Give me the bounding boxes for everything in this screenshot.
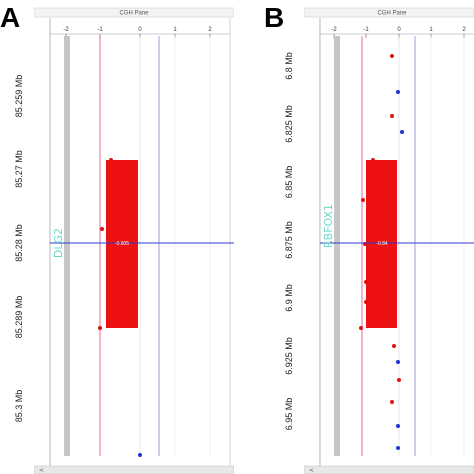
cgh-segment-block[interactable] [106,160,138,328]
probe-point[interactable] [100,227,104,231]
scroll-left-icon[interactable]: < [39,467,44,474]
probe-point[interactable] [98,326,102,330]
probe-point-blue[interactable] [396,90,400,94]
probe-point[interactable] [364,280,368,284]
probe-point[interactable] [364,300,368,304]
probe-point[interactable] [359,326,363,330]
cgh-panel-b[interactable]: CGH Pane -2 -1 0 1 2 [304,0,474,474]
x-tick-label: -1 [363,27,369,33]
horizontal-scrollbar[interactable] [304,465,474,474]
y-axis-label: 85.289 Mb [14,296,24,339]
chromosome-ideogram-bar [334,36,340,456]
probe-point-blue[interactable] [396,360,400,364]
y-axis-label: 6.85 Mb [284,166,294,199]
y-axis-label: 6.9 Mb [284,284,294,312]
y-axis-label: 6.875 Mb [284,221,294,259]
pane-title: CGH Pane [377,11,407,17]
probe-point-blue[interactable] [396,424,400,428]
horizontal-scrollbar[interactable] [34,465,234,474]
probe-point[interactable] [390,54,394,58]
y-axis-label: 6.8 Mb [284,52,294,80]
center-value-label: -0.84 [376,241,388,247]
x-tick-label: -1 [97,27,103,33]
probe-point[interactable] [390,114,394,118]
y-axis-label: 6.95 Mb [284,398,294,431]
x-tick-label: 0 [397,27,401,33]
x-tick-label: 2 [208,27,212,33]
x-tick-label: 1 [173,27,177,33]
pane-title: CGH Pane [119,11,149,17]
cgh-panel-a[interactable]: CGH Pane -2 -1 0 1 2 -0.605 DLG2 < [34,0,234,474]
probe-point-blue[interactable] [396,446,400,450]
probe-point[interactable] [392,344,396,348]
x-tick-label: -2 [63,27,69,33]
probe-point[interactable] [397,378,401,382]
cgh-pane-b-canvas[interactable]: CGH Pane -2 -1 0 1 2 [304,0,474,474]
y-axis-label: 85.3 Mb [14,390,24,423]
gene-label: DLG2 [52,228,65,258]
y-axis-label: 85.28 Mb [14,224,24,262]
pane-title-bar [34,7,234,18]
y-axis-label: 85.27 Mb [14,150,24,188]
center-value-label: -0.605 [115,241,129,247]
x-tick-label: 0 [138,27,142,33]
chromosome-ideogram-bar [64,36,70,456]
y-axis-label: 85.259 Mb [14,75,24,118]
x-tick-label: 2 [462,27,466,33]
cgh-segment-block[interactable] [366,160,397,328]
pane-title-bar [304,7,474,18]
probe-point-blue[interactable] [400,130,404,134]
panel-a-letter: A [0,2,21,33]
probe-point[interactable] [109,158,113,162]
gene-label: RBFOX1 [322,204,335,248]
probe-point-blue[interactable] [138,453,142,457]
probe-point[interactable] [390,400,394,404]
scroll-left-icon[interactable]: < [309,467,314,474]
probe-point[interactable] [371,158,375,162]
y-axis-label: 6.925 Mb [284,337,294,375]
y-axis-label: 6.825 Mb [284,105,294,143]
probe-point[interactable] [361,198,365,202]
panel-b-letter: B [264,2,285,33]
x-tick-label: -2 [331,27,337,33]
cgh-pane-a-canvas[interactable]: CGH Pane -2 -1 0 1 2 -0.605 DLG2 < [34,0,234,474]
x-tick-label: 1 [429,27,433,33]
